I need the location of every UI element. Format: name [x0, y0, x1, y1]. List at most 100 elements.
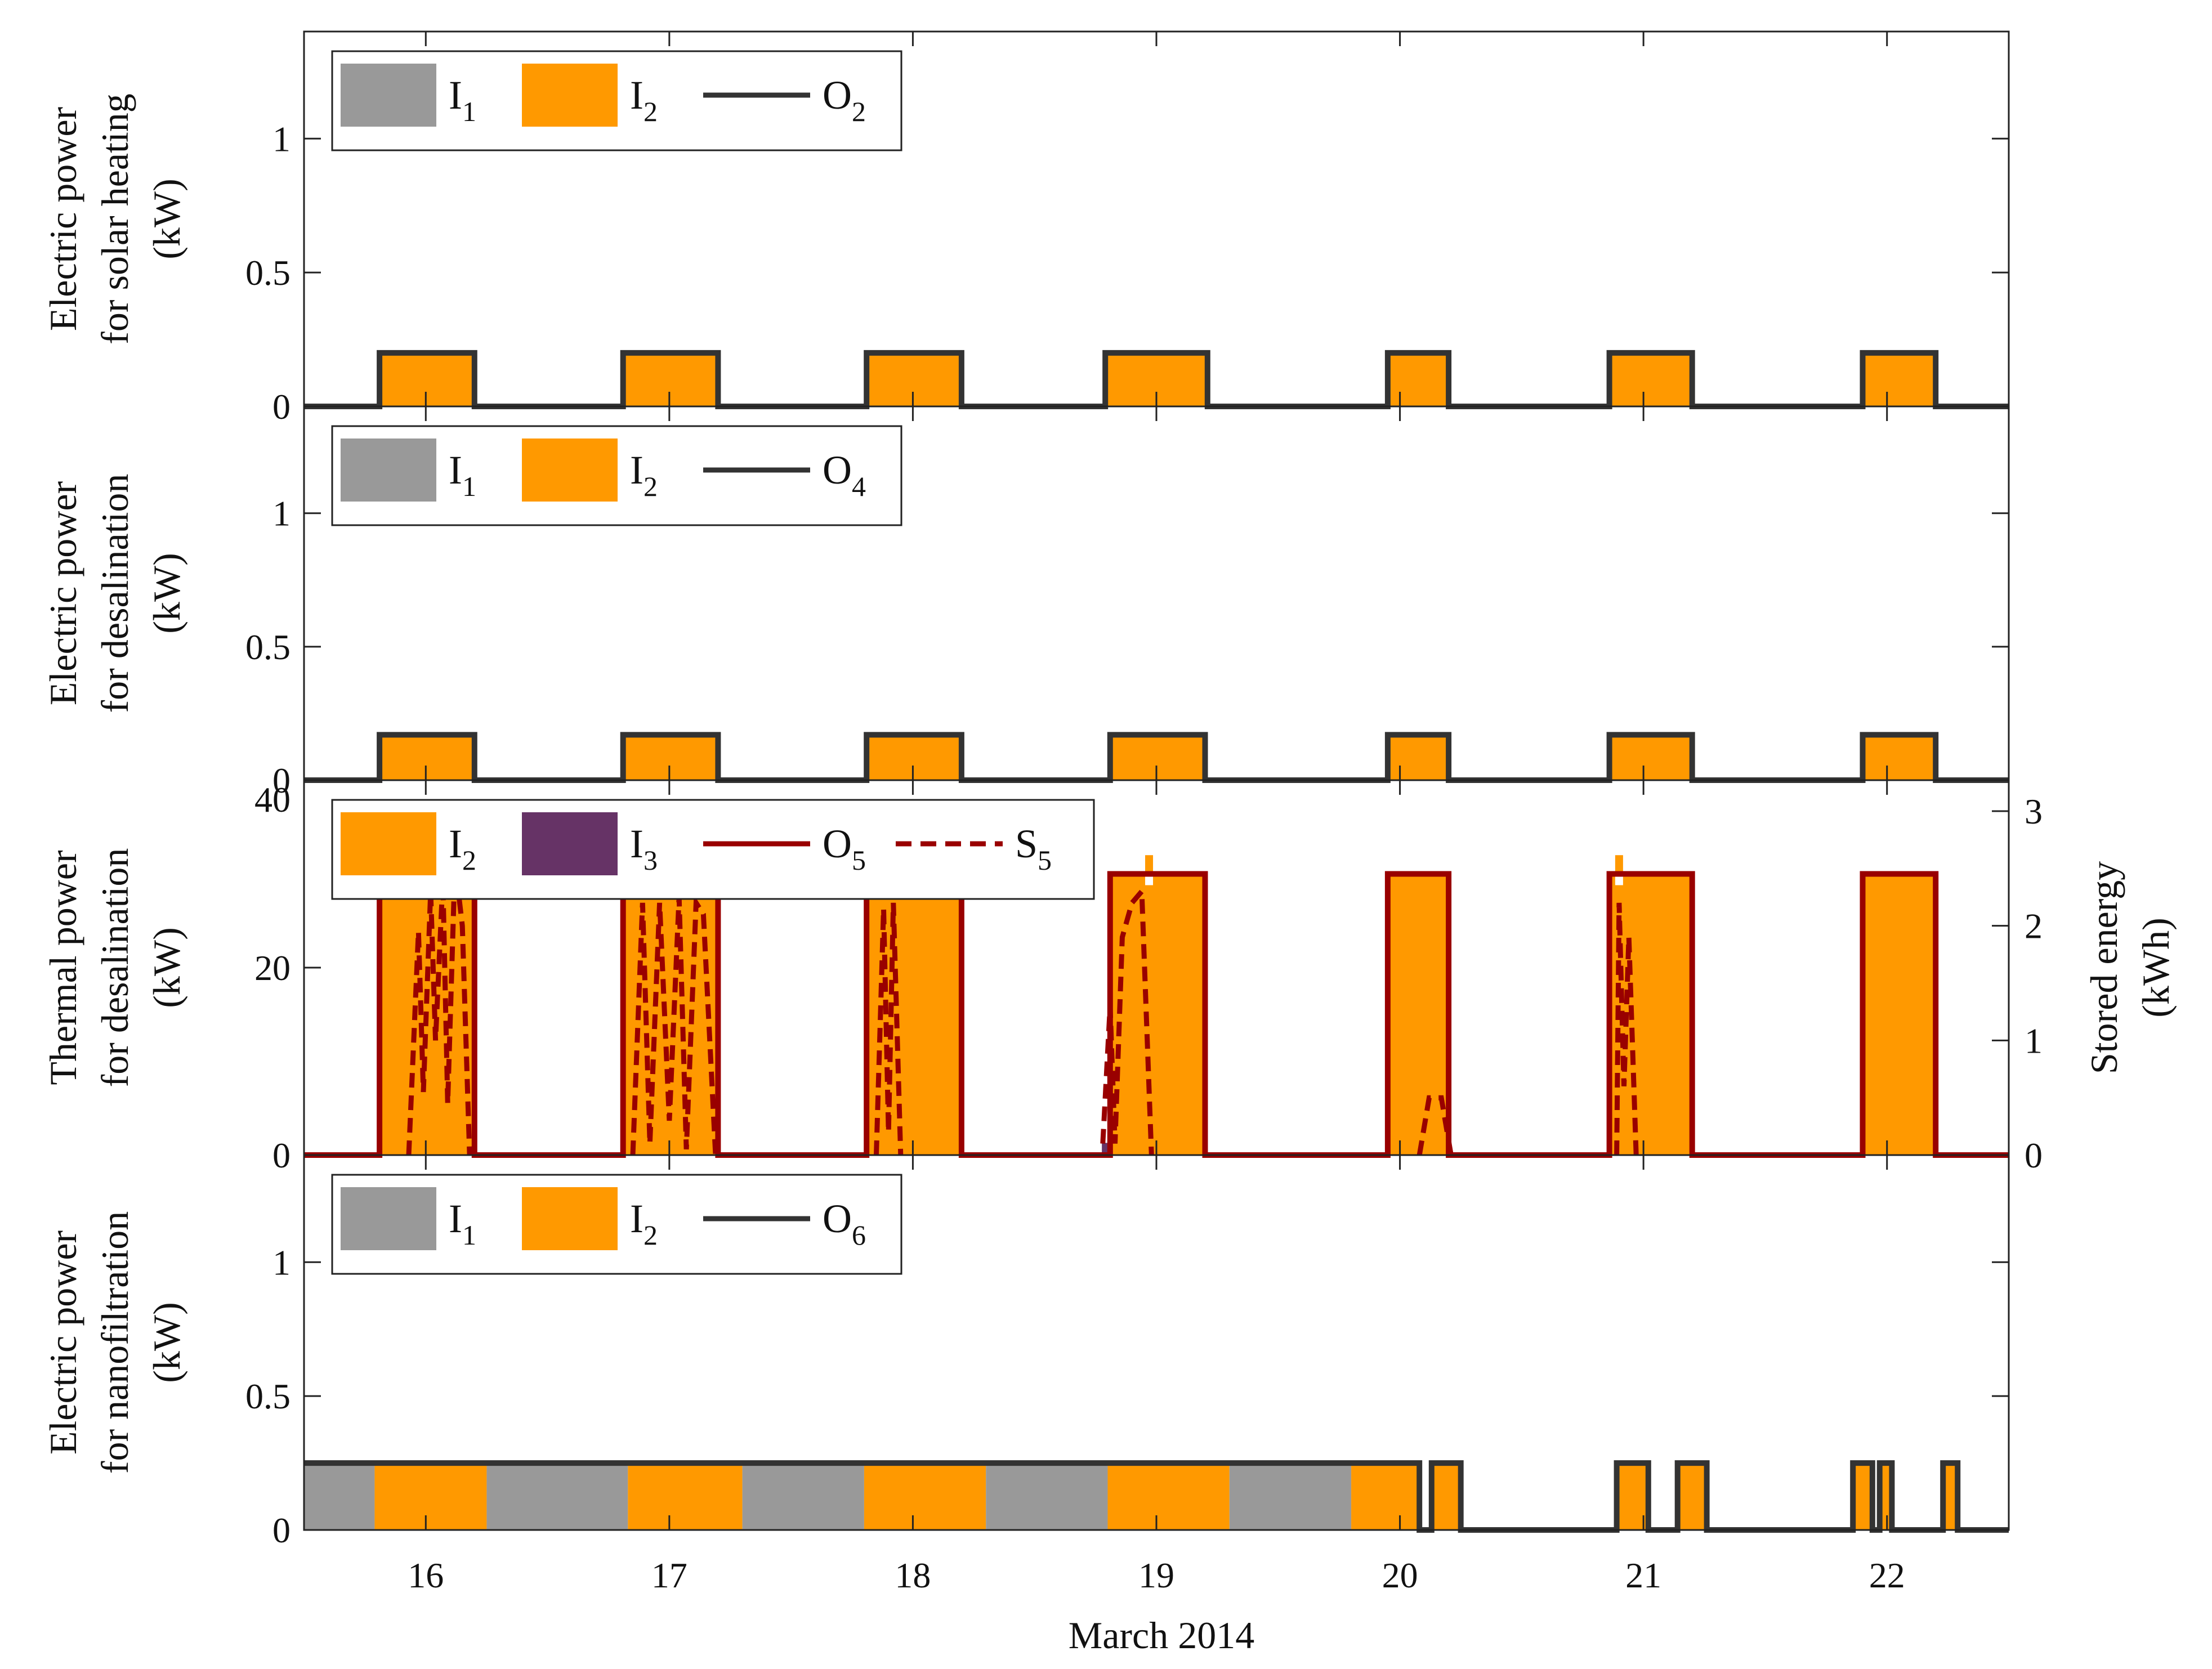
y2-axis-label-line: (kWh): [2134, 918, 2177, 1017]
legend-label-sub: 5: [852, 844, 866, 876]
legend-label: I2: [630, 73, 658, 127]
legend-swatch-i2: [522, 438, 618, 502]
legend: I2 I3 O5 S5: [331, 799, 1095, 900]
legend-label-base: O: [823, 1196, 852, 1241]
legend-label: O5: [823, 821, 866, 876]
legend-label: O4: [823, 448, 866, 502]
y-tick-label: 20: [254, 948, 291, 988]
y-axis-label-line: for nanofiltration: [93, 1211, 136, 1474]
bar-i2-5: [1609, 735, 1692, 780]
y-tick-label: 40: [254, 780, 291, 820]
bar-i2-2: [866, 352, 962, 406]
y2-axis-label: Stored energy (kWh): [2083, 861, 2177, 1074]
legend-label-base: O: [823, 73, 852, 118]
legend-label-sub: 2: [462, 844, 476, 876]
legend-label-base: S: [1015, 821, 1038, 866]
legend-label: I1: [449, 73, 476, 127]
panel-desal_thermal: 0 20 40 0 1 2 3 Stored energy (kWh) Thermal power…: [42, 779, 2177, 1175]
legend-label-sub: 2: [644, 471, 658, 502]
bar-i2-3: [1110, 874, 1205, 1155]
legend-label: O6: [823, 1196, 866, 1251]
legend-label-sub: 1: [462, 1219, 476, 1251]
legend-label-base: I: [449, 73, 462, 118]
y-tick-label: 0: [272, 1135, 291, 1175]
y-axis-label-line: (kW): [145, 178, 188, 259]
bar-i2-0: [379, 735, 475, 780]
legend-label-sub: 4: [852, 471, 866, 502]
legend: I1 I2 O6: [331, 1174, 902, 1275]
legend-swatch-i2: [522, 64, 618, 127]
bar-i2-0: [379, 352, 475, 406]
x-tick-label: 20: [1382, 1555, 1418, 1595]
y2-axis-label-line: Stored energy: [2083, 861, 2125, 1074]
y-tick-label: 0: [272, 760, 291, 800]
y-tick-label: 0.5: [245, 253, 291, 293]
legend-label-base: I: [449, 821, 462, 866]
bar-i2-1: [623, 735, 718, 780]
y-axis-label-line: Electric power: [42, 106, 84, 331]
legend-label-base: I: [630, 448, 644, 493]
bar-i2-6: [1862, 352, 1936, 406]
legend-label-base: O: [823, 821, 852, 866]
bar-i2-1: [623, 352, 718, 406]
legend-label-sub: 6: [852, 1219, 866, 1251]
bar-i2-4: [1387, 874, 1449, 1155]
y-axis-label: Electric power for desalination (kW): [42, 474, 188, 713]
panel-solar: 0 0.5 1 Electric power for solar heating (kW)…: [42, 30, 2010, 427]
y2-tick-label: 1: [2025, 1021, 2043, 1061]
legend-box: [331, 799, 1095, 900]
bar-gap-7: [1145, 876, 1154, 885]
legend-label-sub: 1: [462, 471, 476, 502]
bar-i2-spike-7: [1145, 855, 1154, 874]
y-axis-label-line: Thermal power: [42, 850, 84, 1085]
y-axis-label-line: Electric power: [42, 481, 84, 705]
y-axis-label-line: (kW): [145, 553, 188, 633]
y-tick-label: 1: [272, 1242, 291, 1282]
legend-label: I1: [449, 448, 476, 502]
y-axis-label-line: for desalination: [93, 474, 136, 713]
bar-i2-6: [1862, 874, 1936, 1155]
bar-i2-5: [1609, 352, 1692, 406]
stored-energy-line-19: [1100, 884, 1154, 1156]
legend-swatch-i2: [522, 1187, 618, 1250]
stored-energy-line-16: [406, 862, 472, 1156]
panel-desal_elec: 0 0.5 1 Electric power for desalination (kW) I…: [42, 405, 2010, 800]
y-axis-label-line: (kW): [145, 1302, 188, 1382]
x-tick-label: 22: [1869, 1555, 1905, 1595]
bar-i2-2: [866, 735, 962, 780]
legend-label: I3: [630, 821, 658, 876]
y2-tick-label: 0: [2025, 1135, 2043, 1175]
legend-swatch-i1: [341, 1187, 436, 1250]
x-tick-label: 21: [1625, 1555, 1661, 1595]
bar-i1-2: [486, 1463, 628, 1530]
legend-label-sub: 3: [644, 844, 658, 876]
legend-label: I2: [630, 1196, 658, 1251]
legend-label: I2: [449, 821, 476, 876]
legend-label-base: I: [449, 1196, 462, 1241]
y-axis-label-line: for desalination: [93, 848, 136, 1088]
bar-i2-14: [1879, 1463, 1892, 1530]
y-axis-label: Thermal power for desalination (kW): [42, 848, 188, 1088]
bar-i2-6: [1862, 735, 1936, 780]
y-axis-label-line: Electric power: [42, 1230, 84, 1455]
legend-label-sub: 1: [462, 96, 476, 127]
panel-nanofiltration: 0 0.5 1 Electric power for nanofiltration (kW…: [42, 1154, 2010, 1550]
y-tick-label: 1: [272, 494, 291, 534]
y-axis-label-line: (kW): [145, 927, 188, 1008]
y-tick-label: 0: [272, 1510, 291, 1550]
legend-label-base: I: [630, 821, 644, 866]
bar-i1-4: [742, 1463, 864, 1530]
y-tick-label: 0.5: [245, 627, 291, 667]
stored-energy-line-18: [874, 902, 904, 1156]
bar-i2-3: [628, 1463, 743, 1530]
x-axis: March 2014 16 17 18 19 20 21 22: [408, 1555, 1905, 1657]
bar-i3-0: [1102, 1143, 1109, 1155]
legend-label-sub: 2: [644, 1219, 658, 1251]
legend-label-sub: 5: [1038, 844, 1052, 876]
bar-i2-10: [1431, 1463, 1461, 1530]
legend-label-base: I: [630, 73, 644, 118]
x-tick-label: 19: [1138, 1555, 1174, 1595]
y-axis-label: Electric power for nanofiltration (kW): [42, 1211, 188, 1474]
